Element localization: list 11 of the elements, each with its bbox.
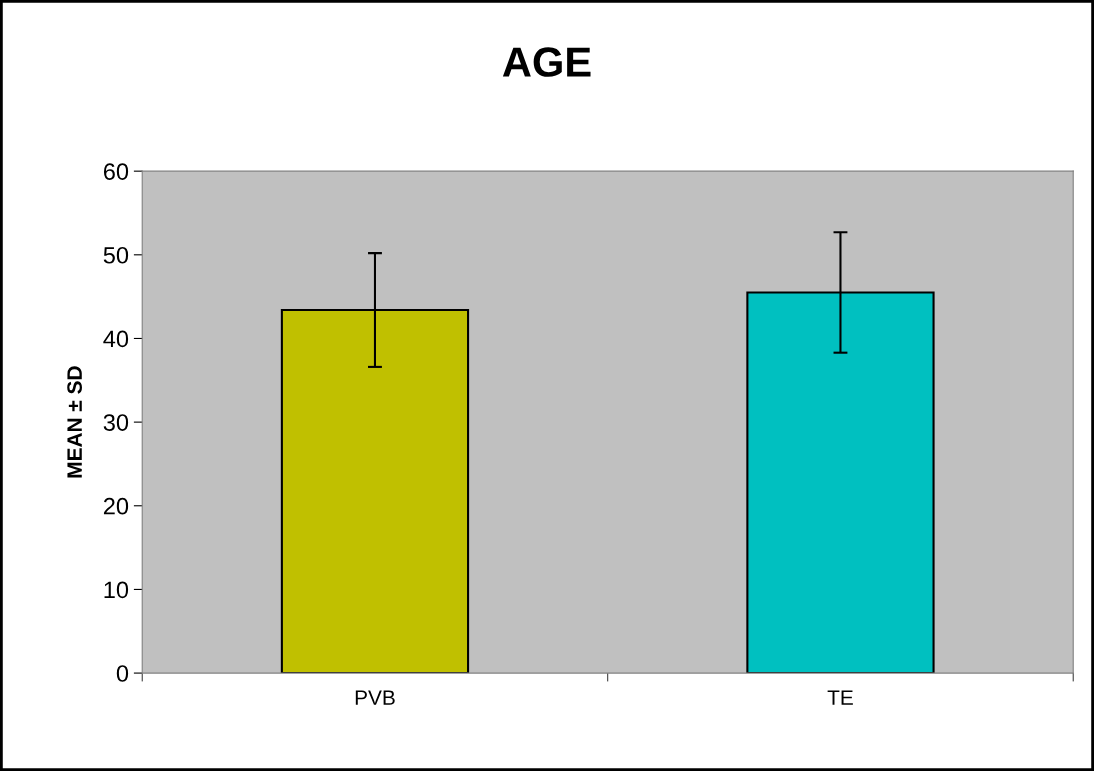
y-axis-title: MEAN ± SD	[67, 366, 82, 478]
y-tick-label: 30	[103, 414, 129, 431]
y-tick-label: 40	[103, 330, 129, 348]
x-tick-label: TE	[827, 690, 853, 705]
y-tick-label: 60	[103, 163, 129, 180]
y-tick-label: 0	[116, 665, 129, 682]
y-tick-label: 50	[103, 246, 129, 264]
y-tick-label: 20	[103, 497, 129, 515]
y-tick-label: 10	[104, 581, 129, 599]
x-tick-label: PVB	[355, 690, 395, 705]
chart-title: AGE	[502, 47, 591, 77]
